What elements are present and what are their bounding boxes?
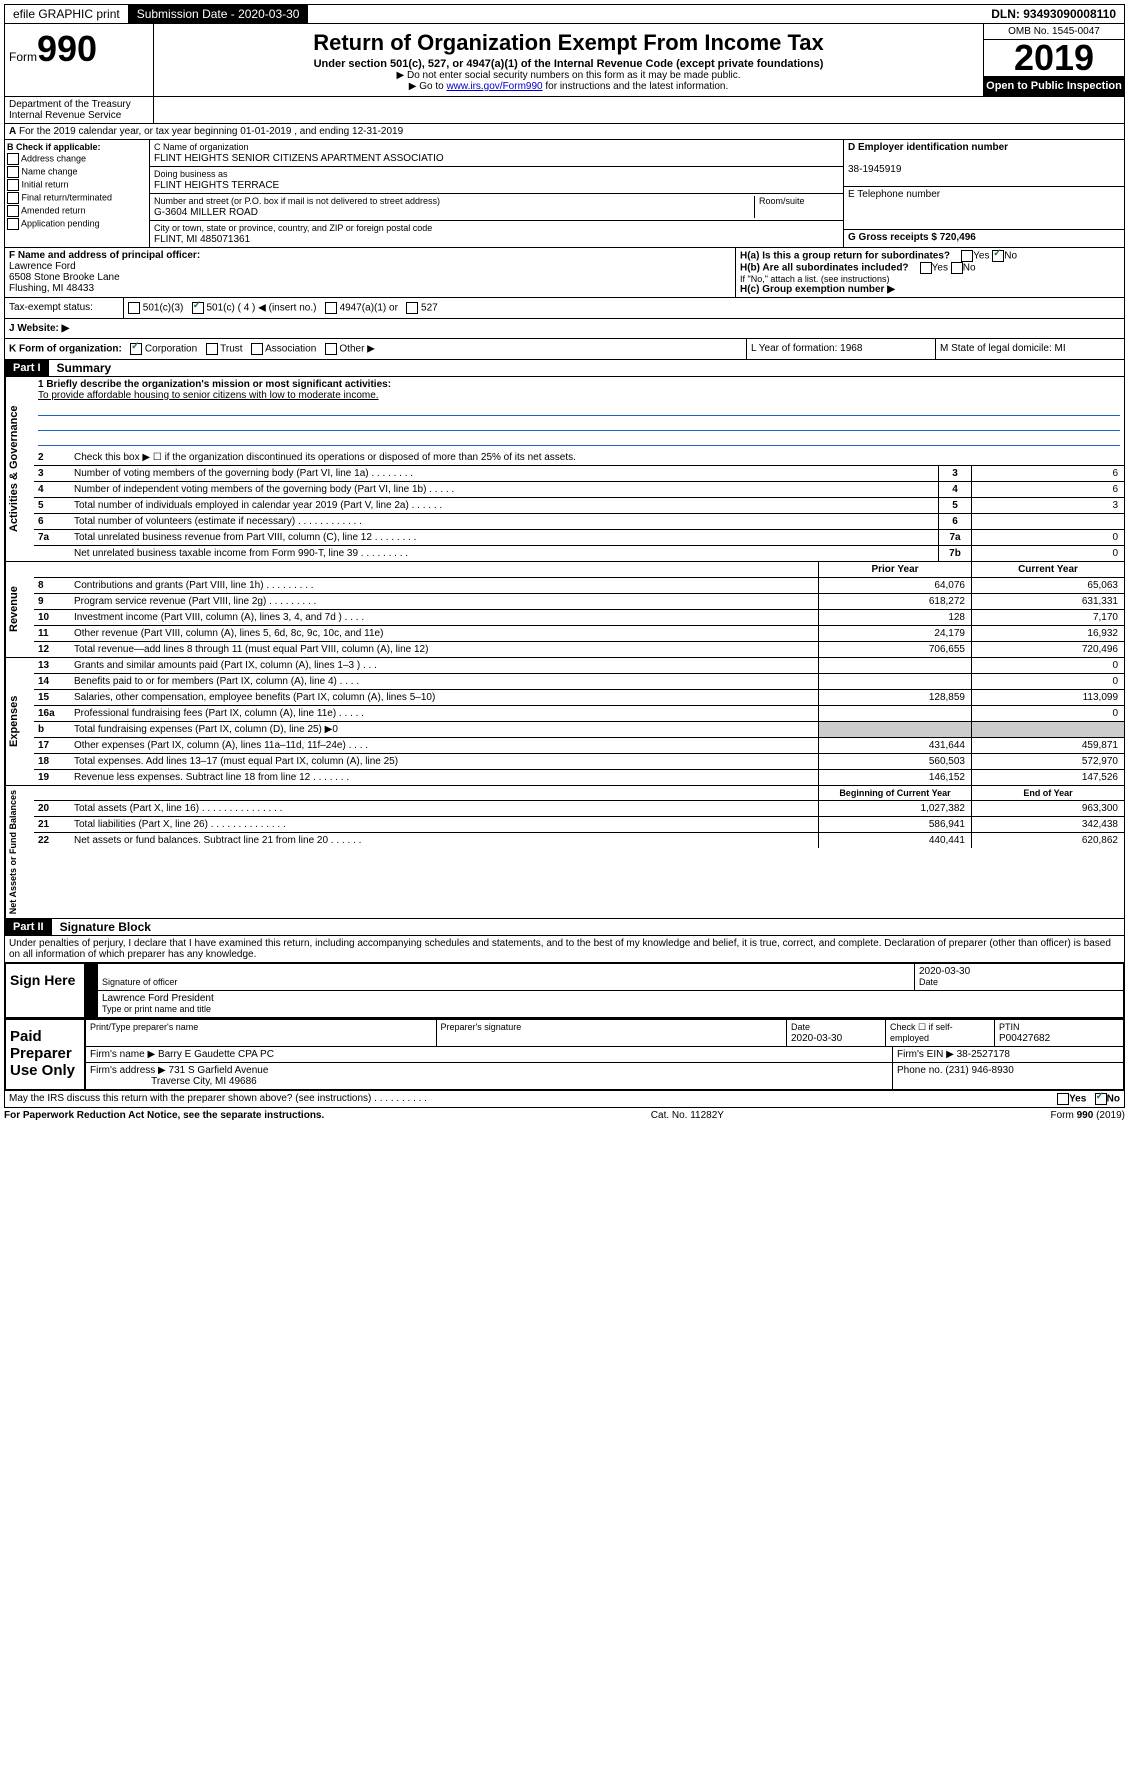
table-row: 3Number of voting members of the governi…	[34, 466, 1124, 482]
dba: Doing business asFLINT HEIGHTS TERRACE	[150, 167, 843, 194]
part1-header: Part I	[5, 360, 49, 376]
officer-name: Lawrence Ford PresidentType or print nam…	[98, 991, 1123, 1017]
col-current-year: Current Year	[971, 562, 1124, 577]
form-title: Return of Organization Exempt From Incom…	[158, 30, 979, 56]
tab-revenue: Revenue	[5, 562, 34, 657]
table-row: 15Salaries, other compensation, employee…	[34, 690, 1124, 706]
table-row: 11Other revenue (Part VIII, column (A), …	[34, 626, 1124, 642]
table-row: bTotal fundraising expenses (Part IX, co…	[34, 722, 1124, 738]
tax-exempt-status: 501(c)(3) 501(c) ( 4 ) ◀ (insert no.) 49…	[124, 298, 1124, 318]
sign-date: 2020-03-30Date	[915, 964, 1123, 990]
open-public: Open to Public Inspection	[984, 76, 1124, 96]
tax-year: 2019	[984, 40, 1124, 76]
dept-treasury: Department of the Treasury Internal Reve…	[5, 97, 154, 123]
firm-ein: Firm's EIN ▶ 38-2527178	[893, 1047, 1123, 1062]
check-applicable: B Check if applicable: Address change Na…	[5, 140, 150, 247]
mission-block: 1 Briefly describe the organization's mi…	[34, 377, 1124, 450]
preparer-sig: Preparer's signature	[437, 1020, 788, 1046]
discuss-row: May the IRS discuss this return with the…	[4, 1091, 1125, 1108]
gross-receipts: G Gross receipts $ 720,496	[844, 230, 1124, 245]
group-return: H(a) Is this a group return for subordin…	[736, 248, 1124, 297]
table-row: Net unrelated business taxable income fr…	[34, 546, 1124, 561]
table-row: 9Program service revenue (Part VIII, lin…	[34, 594, 1124, 610]
ptin: PTINP00427682	[995, 1020, 1123, 1046]
footer-left: For Paperwork Reduction Act Notice, see …	[4, 1110, 324, 1121]
tax-period: A For the 2019 calendar year, or tax yea…	[4, 124, 1125, 140]
declaration: Under penalties of perjury, I declare th…	[4, 936, 1125, 963]
firm-phone: Phone no. (231) 946-8930	[893, 1063, 1123, 1089]
phone: E Telephone number	[844, 187, 1124, 230]
year-formation: L Year of formation: 1968	[747, 339, 936, 359]
part2-title: Signature Block	[52, 920, 151, 934]
preparer-name: Print/Type preparer's name	[86, 1020, 437, 1046]
table-row: 22Net assets or fund balances. Subtract …	[34, 833, 1124, 848]
table-row: 14Benefits paid to or for members (Part …	[34, 674, 1124, 690]
tab-expenses: Expenses	[5, 658, 34, 785]
submission-date: Submission Date - 2020-03-30	[129, 5, 309, 23]
table-row: 6Total number of volunteers (estimate if…	[34, 514, 1124, 530]
top-bar: efile GRAPHIC print Submission Date - 20…	[4, 4, 1125, 24]
sign-here-label: Sign Here	[6, 964, 86, 1017]
footer-center: Cat. No. 11282Y	[651, 1110, 724, 1121]
form-number: Form990	[9, 28, 149, 70]
part2-header: Part II	[5, 919, 52, 935]
note-ssn: ▶ Do not enter social security numbers o…	[158, 70, 979, 81]
table-row: 21Total liabilities (Part X, line 26) . …	[34, 817, 1124, 833]
form-of-org: K Form of organization: Corporation Trus…	[5, 339, 747, 359]
col-prior-year: Prior Year	[818, 562, 971, 577]
part1-title: Summary	[49, 361, 112, 375]
efile-label: efile GRAPHIC print	[5, 5, 129, 23]
signature-officer: Signature of officer	[98, 964, 915, 990]
table-row: 4Number of independent voting members of…	[34, 482, 1124, 498]
table-row: 16aProfessional fundraising fees (Part I…	[34, 706, 1124, 722]
form-header: Form990 Return of Organization Exempt Fr…	[4, 24, 1125, 97]
dln: DLN: 93493090008110	[983, 5, 1124, 23]
arrow-icon	[86, 964, 98, 1017]
street-address: Number and street (or P.O. box if mail i…	[150, 194, 843, 221]
principal-officer: F Name and address of principal officer:…	[5, 248, 736, 297]
city-state: City or town, state or province, country…	[150, 221, 843, 247]
firm-address: Firm's address ▶ 731 S Garfield Avenue T…	[86, 1063, 893, 1089]
preparer-date: Date2020-03-30	[787, 1020, 886, 1046]
table-row: 13Grants and similar amounts paid (Part …	[34, 658, 1124, 674]
footer-right: Form 990 (2019)	[1051, 1110, 1125, 1121]
tab-net-assets: Net Assets or Fund Balances	[5, 786, 34, 918]
col-boy: Beginning of Current Year	[818, 786, 971, 800]
table-row: 18Total expenses. Add lines 13–17 (must …	[34, 754, 1124, 770]
irs-link[interactable]: www.irs.gov/Form990	[446, 81, 542, 92]
table-row: 7aTotal unrelated business revenue from …	[34, 530, 1124, 546]
line-2: Check this box ▶ ☐ if the organization d…	[70, 450, 1124, 465]
table-row: 20Total assets (Part X, line 16) . . . .…	[34, 801, 1124, 817]
ein: D Employer identification number38-19459…	[844, 140, 1124, 187]
tab-governance: Activities & Governance	[5, 377, 34, 561]
table-row: 17Other expenses (Part IX, column (A), l…	[34, 738, 1124, 754]
website: J Website: ▶	[5, 319, 1124, 338]
table-row: 8Contributions and grants (Part VIII, li…	[34, 578, 1124, 594]
table-row: 5Total number of individuals employed in…	[34, 498, 1124, 514]
form-subtitle: Under section 501(c), 527, or 4947(a)(1)…	[158, 58, 979, 70]
table-row: 19Revenue less expenses. Subtract line 1…	[34, 770, 1124, 785]
paid-preparer-label: Paid Preparer Use Only	[6, 1020, 86, 1089]
self-employed: Check ☐ if self-employed	[886, 1020, 995, 1046]
tax-exempt-label: Tax-exempt status:	[5, 298, 124, 318]
state-domicile: M State of legal domicile: MI	[936, 339, 1124, 359]
table-row: 12Total revenue—add lines 8 through 11 (…	[34, 642, 1124, 657]
firm-name: Firm's name ▶ Barry E Gaudette CPA PC	[86, 1047, 893, 1062]
note-link: ▶ Go to www.irs.gov/Form990 for instruct…	[158, 81, 979, 92]
org-name: C Name of organizationFLINT HEIGHTS SENI…	[150, 140, 843, 167]
col-eoy: End of Year	[971, 786, 1124, 800]
table-row: 10Investment income (Part VIII, column (…	[34, 610, 1124, 626]
